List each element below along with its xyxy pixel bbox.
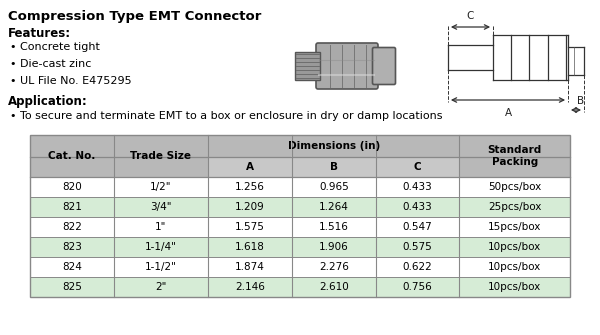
Text: 1/2": 1/2" (150, 182, 172, 192)
Text: 1.516: 1.516 (319, 222, 349, 232)
Bar (30, 217, 570, 237)
Bar (30, 257, 570, 277)
Bar (460, 135, 570, 177)
Text: 25pcs/box: 25pcs/box (488, 202, 541, 212)
Text: 0.965: 0.965 (319, 182, 349, 192)
Text: • UL File No. E475295: • UL File No. E475295 (10, 76, 131, 86)
Bar (292, 157, 376, 177)
Bar (30, 277, 570, 297)
Text: 825: 825 (62, 282, 82, 292)
Text: 1.209: 1.209 (235, 202, 265, 212)
Text: A: A (505, 108, 512, 118)
Bar (30, 135, 570, 297)
Text: • Concrete tight: • Concrete tight (10, 42, 100, 52)
Text: 820: 820 (62, 182, 82, 192)
Text: Trade Size: Trade Size (130, 151, 191, 161)
Text: Compression Type EMT Connector: Compression Type EMT Connector (8, 10, 262, 23)
Text: 15pcs/box: 15pcs/box (488, 222, 541, 232)
Bar (30, 177, 570, 197)
Text: A: A (246, 162, 254, 172)
Text: Dimensions (in): Dimensions (in) (287, 141, 380, 151)
Text: 822: 822 (62, 222, 82, 232)
Bar (208, 157, 292, 177)
Bar (208, 135, 460, 157)
Text: 1.618: 1.618 (235, 242, 265, 252)
Text: • To secure and terminate EMT to a box or enclosure in dry or damp locations: • To secure and terminate EMT to a box o… (10, 111, 443, 121)
Bar (30, 197, 570, 217)
Text: 1.906: 1.906 (319, 242, 349, 252)
Text: 0.433: 0.433 (403, 202, 433, 212)
Bar (376, 157, 460, 177)
Text: C: C (467, 11, 474, 21)
Text: 10pcs/box: 10pcs/box (488, 242, 541, 252)
Text: • Die-cast zinc: • Die-cast zinc (10, 59, 91, 69)
Text: B: B (577, 96, 584, 106)
Text: 3/4": 3/4" (150, 202, 172, 212)
Text: 0.622: 0.622 (403, 262, 433, 272)
FancyBboxPatch shape (316, 43, 378, 89)
Text: 2": 2" (155, 282, 167, 292)
Bar (30, 237, 570, 257)
Text: 50pcs/box: 50pcs/box (488, 182, 541, 192)
Text: 0.575: 0.575 (403, 242, 433, 252)
Text: 1-1/2": 1-1/2" (145, 262, 177, 272)
Text: 1.874: 1.874 (235, 262, 265, 272)
Text: Standard
Packing: Standard Packing (488, 145, 542, 167)
Text: B: B (330, 162, 338, 172)
Text: 1.575: 1.575 (235, 222, 265, 232)
Text: 0.433: 0.433 (403, 182, 433, 192)
Text: 2.610: 2.610 (319, 282, 349, 292)
Text: 823: 823 (62, 242, 82, 252)
Bar (375, 135, 376, 157)
Text: Features:: Features: (8, 27, 71, 40)
Text: 1": 1" (155, 222, 167, 232)
Text: 1.256: 1.256 (235, 182, 265, 192)
Text: 2.146: 2.146 (235, 282, 265, 292)
Text: 10pcs/box: 10pcs/box (488, 262, 541, 272)
Text: Cat. No.: Cat. No. (48, 151, 95, 161)
Text: Application:: Application: (8, 95, 88, 108)
Text: 10pcs/box: 10pcs/box (488, 282, 541, 292)
Text: C: C (413, 162, 421, 172)
Text: 0.547: 0.547 (403, 222, 433, 232)
Bar (295, 52, 320, 80)
Text: 1.264: 1.264 (319, 202, 349, 212)
Text: 824: 824 (62, 262, 82, 272)
Text: 1-1/4": 1-1/4" (145, 242, 177, 252)
Text: 0.756: 0.756 (403, 282, 433, 292)
Bar (30, 135, 114, 177)
Text: 821: 821 (62, 202, 82, 212)
FancyBboxPatch shape (373, 48, 395, 84)
Bar (114, 135, 208, 177)
Text: 2.276: 2.276 (319, 262, 349, 272)
